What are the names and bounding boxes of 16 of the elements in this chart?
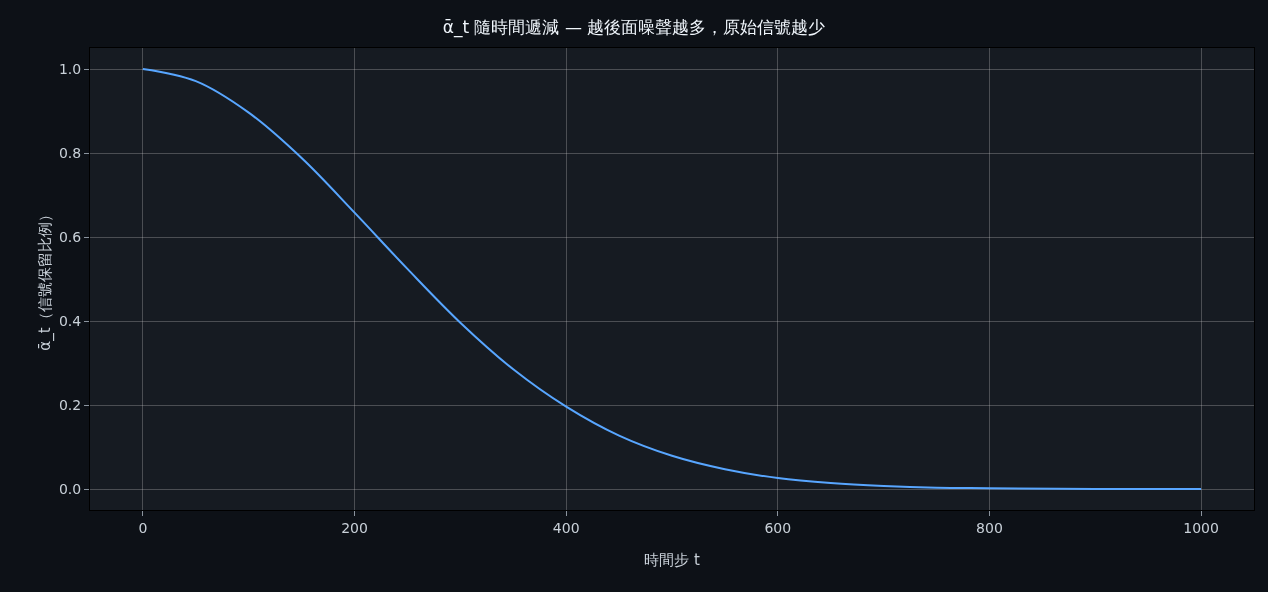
x-tick-label: 1000 bbox=[1183, 519, 1219, 536]
line-series bbox=[141, 68, 1203, 491]
x-tick-label: 200 bbox=[341, 519, 368, 536]
y-axis-title: ᾱ_t（信號保留比例） bbox=[36, 207, 55, 351]
y-tick-label: 0.0 bbox=[58, 480, 82, 497]
y-tick-label: 0.2 bbox=[58, 396, 82, 413]
y-tick-label: 0.6 bbox=[58, 228, 82, 245]
chart-title: ᾱ_t 隨時間遞減 — 越後面噪聲越多，原始信號越少 bbox=[442, 16, 826, 38]
y-tick-label: 0.8 bbox=[58, 144, 82, 161]
x-axis-title: 時間步 t bbox=[644, 551, 700, 569]
y-tick-label: 1.0 bbox=[58, 60, 82, 77]
x-tick-label: 0 bbox=[138, 519, 148, 536]
x-tick-label: 800 bbox=[976, 519, 1003, 536]
x-tick-label: 400 bbox=[552, 519, 580, 536]
x-tick-label: 600 bbox=[764, 519, 792, 536]
y-tick-label: 0.4 bbox=[58, 312, 82, 329]
